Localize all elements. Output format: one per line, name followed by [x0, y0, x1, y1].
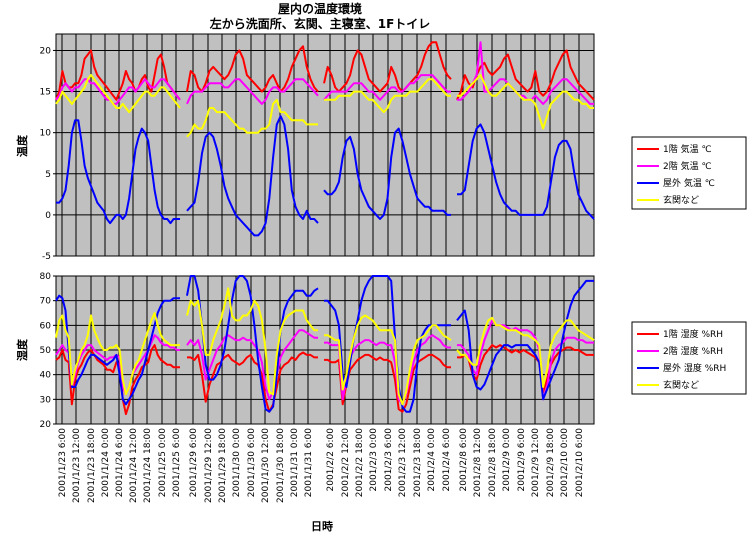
humidity-series-3-line	[324, 314, 452, 406]
x-tick-label: 2001/2/8 18:00	[488, 428, 498, 497]
temperature-series-2-line	[323, 127, 451, 220]
x-tick-label: 2001/1/23 6:00	[58, 428, 68, 497]
humidity-legend-label: 1階 湿度 %RH	[663, 328, 723, 340]
humidity-series-2-line	[456, 279, 594, 401]
humidity-legend-label: 玄関など	[663, 379, 699, 391]
temperature-legend: 1階 気温 ℃ 2階 気温 ℃ 屋外 気温 ℃ 玄関など	[631, 136, 747, 210]
humidity-series-1-line	[457, 319, 594, 401]
x-tick-labels: 2001/1/23 6:00 2001/1/23 12:00 2001/1/23 1…	[58, 428, 585, 503]
temperature-series-3-line	[186, 98, 318, 138]
x-tick-label: 2001/2/3 6:00	[384, 428, 394, 492]
temperature-series-3-line	[324, 78, 451, 114]
temperature-legend-label: 屋外 気温 ℃	[663, 177, 715, 189]
temperature-series-1-line	[55, 78, 181, 105]
x-tick-label: 2001/2/3 12:00	[398, 428, 408, 497]
x-tick-label: 2001/2/8 6:00	[459, 428, 469, 492]
x-tick-label: 2001/1/29 18:00	[218, 428, 228, 503]
x-tick-label: 2001/2/9 18:00	[546, 428, 556, 497]
humidity-y-tick-label: 80	[40, 272, 52, 282]
humidity-y-tick-label: 40	[40, 371, 52, 381]
temperature-y-tick-label: 10	[40, 129, 52, 139]
x-tick-label: 2001/2/2 12:00	[341, 428, 351, 497]
temperature-series-2-line	[186, 115, 319, 237]
x-tick-label: 2001/1/24 18:00	[143, 428, 153, 503]
temperature-series-0-line	[456, 49, 595, 101]
x-tick-label: 2001/2/4 6:00	[442, 428, 452, 492]
x-tick-label: 2001/2/9 0:00	[502, 428, 512, 492]
x-axis-label: 日時	[311, 519, 333, 533]
x-tick-label: 2001/1/30 12:00	[261, 428, 271, 503]
humidity-y-tick-label: 30	[40, 395, 52, 405]
temperature-plot-area	[55, 33, 595, 257]
humidity-legend-label: 屋外 湿度 %RH	[663, 362, 726, 374]
temperature-series-3-line	[457, 74, 594, 130]
x-tick-label: 2001/2/9 6:00	[517, 428, 527, 492]
humidity-legend-label: 2階 湿度 %RH	[663, 345, 723, 357]
temperature-series-2-line	[56, 119, 180, 225]
x-tick-label: 2001/1/31 0:00	[290, 428, 300, 497]
humidity-series-2-line	[186, 275, 319, 413]
temperature-y-tick-label: 15	[40, 88, 51, 98]
humidity-series-1-line	[55, 334, 180, 396]
x-tick-label: 2001/1/23 18:00	[87, 428, 97, 503]
x-tick-label: 2001/2/10 0:00	[560, 428, 570, 497]
humidity-series-0-line	[187, 351, 318, 413]
x-tick-label: 2001/1/29 12:00	[204, 428, 214, 503]
temperature-y-tick-label: 0	[45, 211, 51, 221]
humidity-axis-label: 湿度	[15, 338, 29, 361]
temperature-series-0-line	[186, 45, 319, 93]
temperature-y-tick-label: -5	[42, 252, 51, 262]
temperature-series-3-line	[55, 74, 181, 114]
humidity-series-3-line	[186, 287, 318, 396]
humidity-legend: 1階 湿度 %RH 2階 湿度 %RH 屋外 湿度 %RH 玄関など	[631, 321, 747, 395]
humidity-y-tick-label: 70	[40, 297, 52, 307]
humidity-series-0-line	[457, 344, 594, 393]
x-tick-label: 2001/2/9 12:00	[531, 428, 541, 497]
temperature-legend-label: 玄関など	[663, 194, 699, 206]
temperature-series-1-line	[323, 74, 451, 101]
temperature-plot: -5 0 5 10 15 20	[40, 33, 595, 262]
x-tick-label: 2001/1/24 0:00	[101, 428, 111, 497]
humidity-y-tick-label: 20	[40, 420, 52, 430]
x-tick-label: 2001/1/23 12:00	[72, 428, 82, 503]
x-tick-label: 2001/1/30 6:00	[247, 428, 257, 497]
x-tick-label: 2001/1/24 6:00	[115, 428, 125, 497]
x-tick-label: 2001/2/3 18:00	[413, 428, 423, 497]
x-tick-label: 2001/1/31 6:00	[304, 428, 314, 497]
temperature-series-1-line	[186, 78, 319, 105]
humidity-series-3-line	[55, 312, 180, 396]
temperature-axis-label: 温度	[15, 134, 29, 157]
temperature-y-tick-label: 20	[40, 46, 52, 56]
x-tick-label: 2001/2/2 6:00	[326, 428, 336, 492]
humidity-plot: 20 30 40 50 60 70 80	[40, 272, 595, 430]
x-tick-label: 2001/1/29 6:00	[189, 428, 199, 497]
x-tick-label: 2001/2/10 6:00	[575, 428, 585, 497]
x-tick-label: 2001/2/2 18:00	[355, 428, 365, 497]
temperature-legend-label: 1階 気温 ℃	[663, 143, 712, 155]
humidity-y-tick-label: 50	[40, 346, 52, 356]
temperature-series-2-line	[457, 123, 595, 220]
x-tick-label: 2001/1/24 12:00	[129, 428, 139, 503]
chart-title: 屋内の温度環境	[278, 1, 362, 16]
x-tick-label: 2001/2/3 0:00	[369, 428, 379, 492]
temperature-series-1-line	[457, 41, 594, 105]
humidity-series-3-line	[456, 316, 595, 388]
x-tick-label: 2001/2/8 12:00	[473, 428, 483, 497]
humidity-y-tick-label: 60	[40, 321, 52, 331]
humidity-series-2-line	[55, 294, 180, 406]
x-tick-label: 2001/1/25 0:00	[158, 428, 168, 497]
temperature-series-0-line	[55, 49, 181, 101]
temperature-y-tick-label: 5	[45, 170, 51, 180]
temperature-legend-label: 2階 気温 ℃	[663, 160, 712, 172]
temperature-series-0-line	[323, 41, 452, 93]
humidity-series-1-line	[186, 329, 318, 401]
x-tick-label: 2001/2/4 0:00	[427, 428, 437, 492]
x-tick-label: 2001/1/25 6:00	[172, 428, 182, 497]
chart-subtitle: 左から洗面所、玄関、主寝室、1Fトイレ	[209, 16, 431, 31]
x-tick-label: 2001/1/30 18:00	[276, 428, 286, 503]
x-tick-label: 2001/1/30 0:00	[232, 428, 242, 497]
